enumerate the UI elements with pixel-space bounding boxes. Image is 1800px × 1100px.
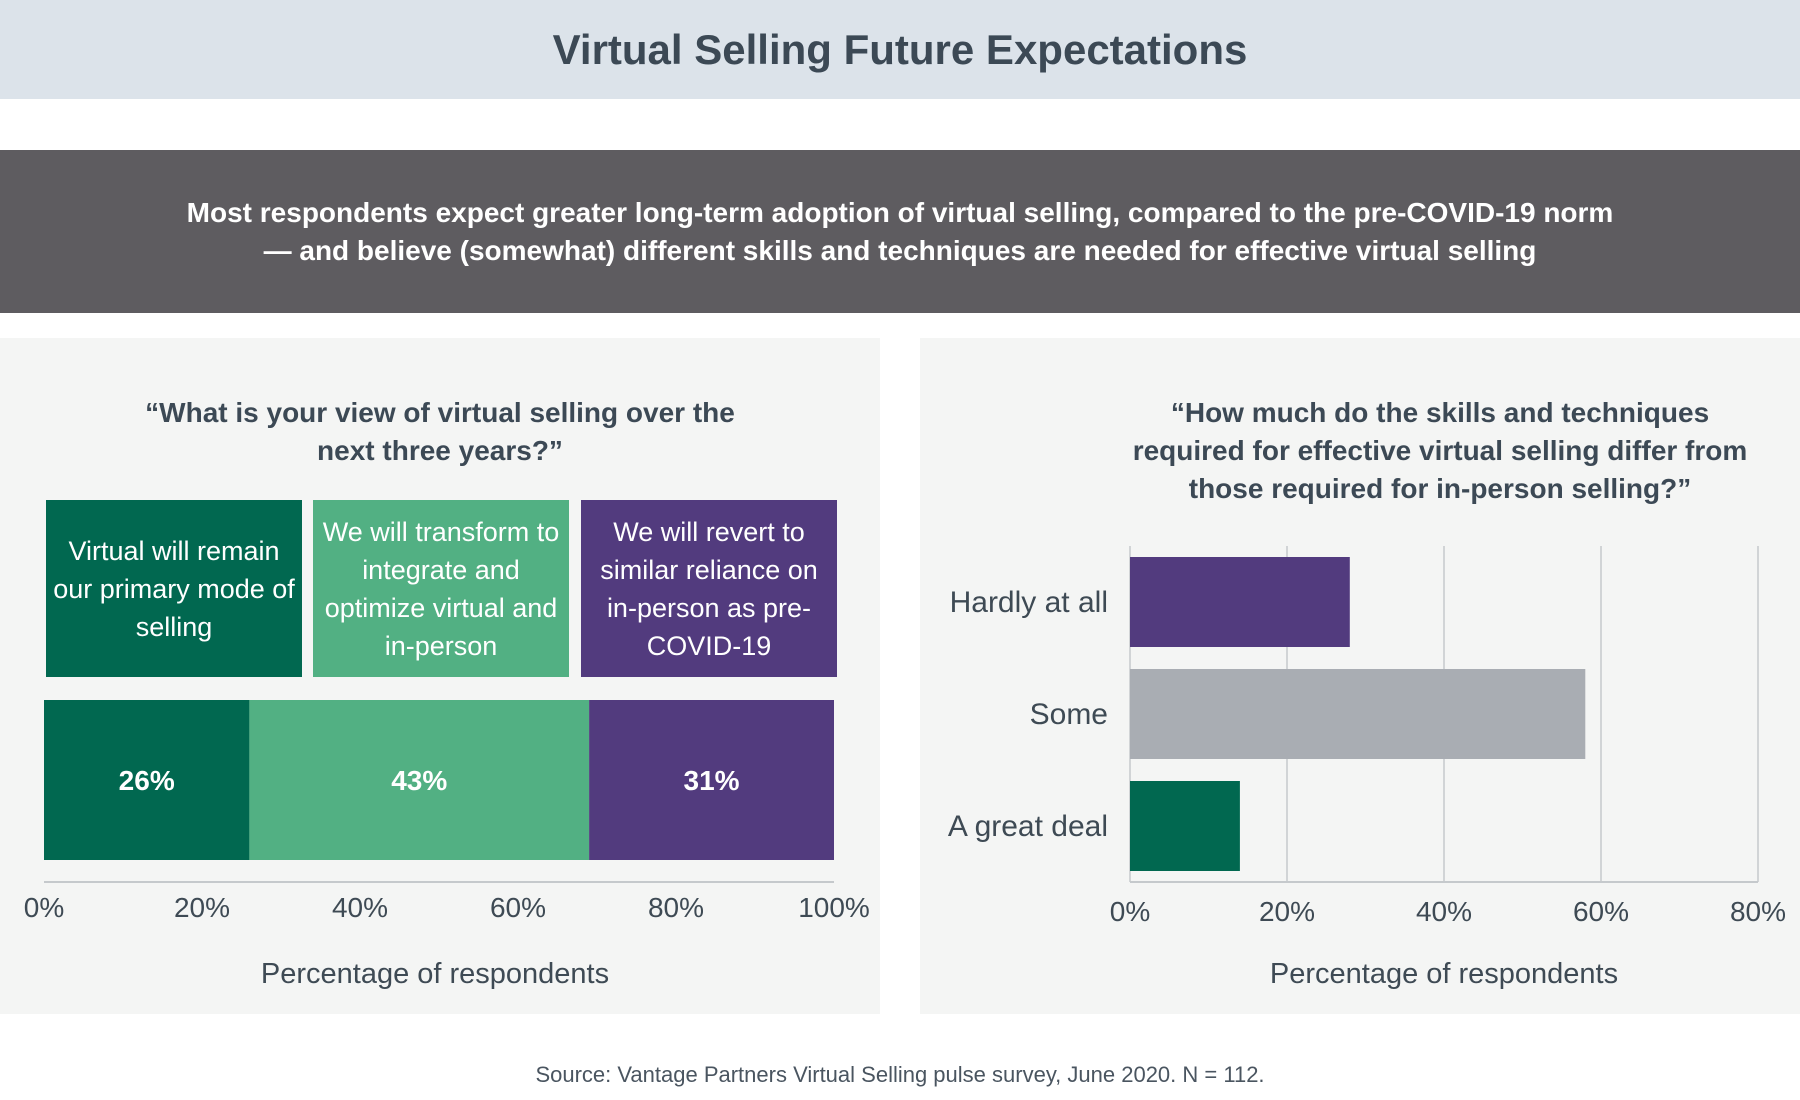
legend-box-revert: We will revert to similar reliance on in… — [581, 500, 837, 677]
x-tick-label: 40% — [1416, 896, 1472, 927]
source-note: Source: Vantage Partners Virtual Selling… — [535, 1062, 1265, 1087]
x-tick-label: 20% — [1259, 896, 1315, 927]
page-title: Virtual Selling Future Expectations — [552, 25, 1248, 73]
x-tick-label: 40% — [332, 892, 388, 923]
x-tick-label: 20% — [174, 892, 230, 923]
x-tick-label: 80% — [1730, 896, 1786, 927]
right-chart-panel: “How much do the skills and techniques r… — [920, 338, 1800, 1014]
title-band: Virtual Selling Future Expectations — [0, 0, 1800, 99]
x-tick-label: 60% — [490, 892, 546, 923]
stacked-bar-segment-3 — [589, 700, 834, 860]
x-tick-label: 80% — [648, 892, 704, 923]
subtitle-band: Most respondents expect greater long-ter… — [0, 150, 1800, 313]
segment-value-label: 43% — [391, 765, 447, 796]
x-tick-label: 60% — [1573, 896, 1629, 927]
category-label: Some — [1030, 698, 1108, 731]
legend-box-transform: We will transform to integrate and optim… — [313, 500, 569, 677]
right-chart-title: “How much do the skills and techniques r… — [1132, 397, 1748, 504]
right-x-axis-title: Percentage of respondents — [1269, 958, 1619, 990]
bar-hardly-at-all — [1130, 557, 1350, 647]
bar-a-great-deal — [1130, 781, 1240, 871]
stacked-bar-segment-2 — [249, 700, 590, 860]
segment-value-label: 26% — [119, 765, 175, 796]
horizontal-bar-chart: 0% 20% 40% 60% 80% Hardly at all Some A great d… — [948, 546, 1786, 927]
left-chart-panel: “What is your view of virtual selling ov… — [0, 338, 880, 1014]
left-x-axis-title: Percentage of respondents — [260, 958, 610, 990]
stacked-bar-segment-1 — [44, 700, 250, 860]
x-tick-label: 0% — [1110, 896, 1150, 927]
category-label: A great deal — [948, 810, 1108, 843]
category-label: Hardly at all — [950, 586, 1108, 619]
x-tick-label: 0% — [24, 892, 64, 923]
segment-value-label: 31% — [684, 765, 740, 796]
stacked-bar-chart: 26% 43% 31% 0% 20% 40% 60% 80% 100% — [24, 700, 870, 923]
left-chart-title: “What is your view of virtual selling ov… — [145, 397, 735, 466]
x-tick-label: 100% — [798, 892, 870, 923]
legend-box-virtual-primary: Virtual will remain our primary mode of … — [46, 500, 302, 677]
bar-some — [1130, 669, 1586, 759]
page-subtitle: Most respondents expect greater long-ter… — [186, 196, 1614, 266]
